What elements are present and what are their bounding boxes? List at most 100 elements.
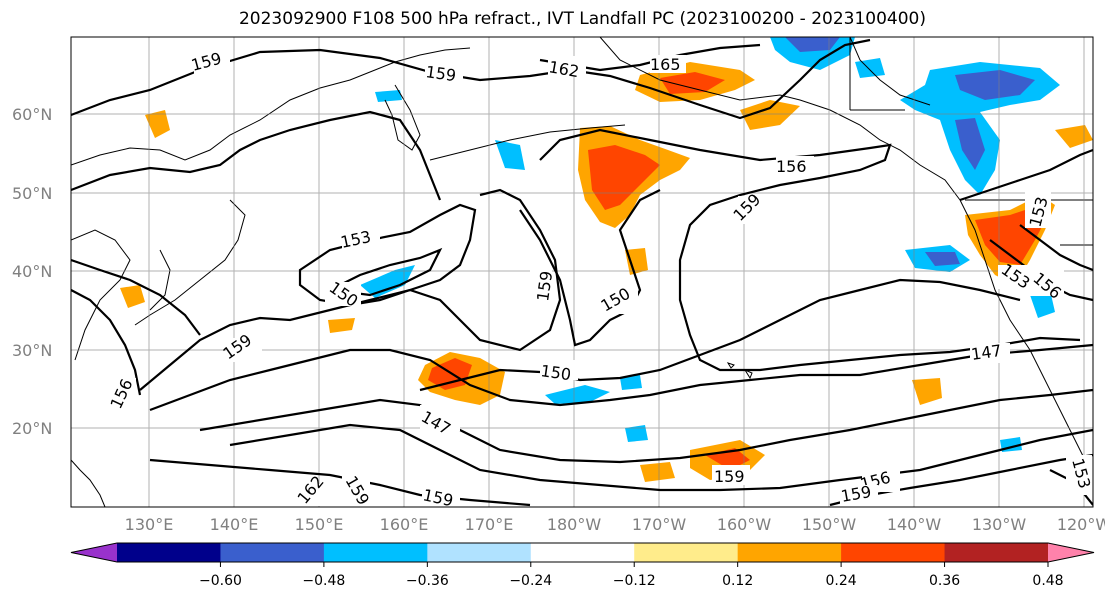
lon-label: 140°W (887, 515, 942, 534)
negative-anomaly-blob (495, 140, 525, 170)
colorbar-segment (220, 543, 325, 562)
contour-150-central (519, 189, 661, 347)
positive-anomaly-blob (640, 462, 675, 482)
coastline-north-america (959, 199, 1091, 471)
contour-label: 165 (650, 55, 681, 74)
negative-anomaly-blob (625, 425, 648, 442)
positive-anomaly-blob (120, 285, 145, 308)
colorbar-tick-label: −0.24 (509, 573, 552, 589)
colorbar-tick-label: −0.60 (199, 573, 242, 589)
boundary-canada (849, 37, 905, 111)
lon-label: 150°W (802, 515, 857, 534)
negative-anomaly-blob (545, 385, 610, 404)
contour-west-edge-159 (71, 258, 201, 336)
lat-label: 30°N (12, 341, 52, 360)
colorbar-segment (117, 543, 221, 562)
contour-150-south (419, 278, 1021, 392)
lon-label: 170°E (465, 515, 514, 534)
colorbar-segment (737, 543, 842, 562)
contour-150-inner (326, 247, 443, 297)
negative-anomaly-blob (900, 62, 1060, 195)
refractivity-contours (71, 38, 1093, 507)
map-frame (70, 36, 1094, 508)
contour-label: 159 (424, 62, 457, 85)
colorbar-extend-min (71, 543, 117, 562)
colorbar-tick-label: −0.12 (613, 573, 656, 589)
lon-label: 160°W (717, 515, 772, 534)
positive-anomaly-blob (740, 100, 800, 130)
colorbar-tick-label: 0.48 (1032, 573, 1063, 589)
longitude-labels: 130°E 140°E 150°E 160°E 170°E 180°W 170°… (125, 515, 1105, 534)
coastline-kamchatka (384, 84, 421, 151)
negative-anomaly-blob (375, 90, 402, 102)
contour-subtropical-1 (199, 388, 1093, 464)
lon-label: 120°W (1057, 515, 1105, 534)
positive-anomaly-core (660, 72, 725, 94)
negative-anomaly-core (955, 118, 985, 170)
colorbar-tick-label: −0.48 (302, 573, 345, 589)
contour-label: 150 (539, 361, 572, 384)
colorbar-tick-label: 0.36 (929, 573, 960, 589)
contour-label: 156 (776, 157, 807, 176)
lat-label: 60°N (12, 105, 52, 124)
lon-label: 140°E (210, 515, 259, 534)
negative-anomaly-blob (770, 37, 855, 70)
colorbar-outline (70, 542, 1095, 563)
colorbar-segment (944, 543, 1049, 562)
map-title: 2023092900 F108 500 hPa refract., IVT La… (238, 9, 926, 29)
contour-ridge-east (959, 148, 1093, 202)
lon-label: 130°E (125, 515, 174, 534)
negative-anomaly-core (785, 37, 840, 52)
lon-label: 130°W (972, 515, 1027, 534)
positive-anomaly-blob (625, 248, 648, 275)
negative-anomaly-blob (1030, 290, 1055, 318)
coastline-asia-east (71, 229, 131, 361)
map-plot-area (71, 37, 1093, 507)
coastline-korea (149, 249, 171, 311)
contour-label: 159 (533, 270, 556, 303)
negative-anomaly-core (955, 70, 1035, 100)
coastline-aleutians (429, 124, 626, 161)
contour-156-gulf (71, 110, 442, 201)
lat-label: 20°N (12, 419, 52, 438)
positive-anomaly-core (588, 145, 660, 210)
contour-west-edge-156 (71, 289, 142, 396)
colorbar-extend-max (1048, 543, 1094, 562)
latitude-labels: 60°N 50°N 40°N 30°N 20°N (12, 105, 52, 438)
positive-anomaly-blob (912, 378, 942, 405)
contour-labels: 159 159 162 165 156 159 153 150 159 150 … (106, 49, 1093, 510)
coastline-hawaii (726, 362, 753, 380)
contour-159-west-long (139, 188, 562, 391)
negative-anomaly-blob (360, 265, 415, 298)
coastline-north-america-upper (849, 37, 931, 106)
contour-subtropical-2 (229, 423, 1093, 492)
colorbar-tick-label: 0.12 (722, 573, 753, 589)
colorbar-segment (634, 543, 739, 562)
coastline-philippines (71, 459, 106, 507)
coastline-alaska (599, 37, 961, 201)
lat-label: 50°N (12, 184, 52, 203)
contour-147-mid (149, 343, 1093, 412)
coastline-japan (134, 199, 246, 326)
coastline-asia (71, 47, 471, 166)
colorbar: −0.60 −0.48 −0.36 −0.24 −0.12 0.12 0.24 0.36 0.4… (70, 542, 1095, 589)
contour-156-alaska-loop (539, 128, 1081, 372)
lat-label: 40°N (12, 262, 52, 281)
negative-anomaly-blob (620, 375, 642, 390)
colorbar-segment (323, 543, 428, 562)
lon-label: 150°E (295, 515, 344, 534)
lon-label: 180°W (547, 515, 602, 534)
contour-label: 159 (421, 485, 455, 510)
colorbar-segment (427, 543, 532, 562)
contour-label: 159 (714, 467, 745, 486)
positive-anomaly-blob (328, 318, 355, 333)
lon-label: 160°E (380, 515, 429, 534)
colorbar-segment (530, 543, 635, 562)
contour-west-coast-156 (1019, 224, 1093, 272)
contour-label: 147 (970, 341, 1003, 364)
negative-anomaly-core (925, 252, 960, 266)
positive-anomaly-blob (145, 110, 170, 138)
coastlines (71, 37, 1093, 507)
colorbar-segment (841, 543, 946, 562)
